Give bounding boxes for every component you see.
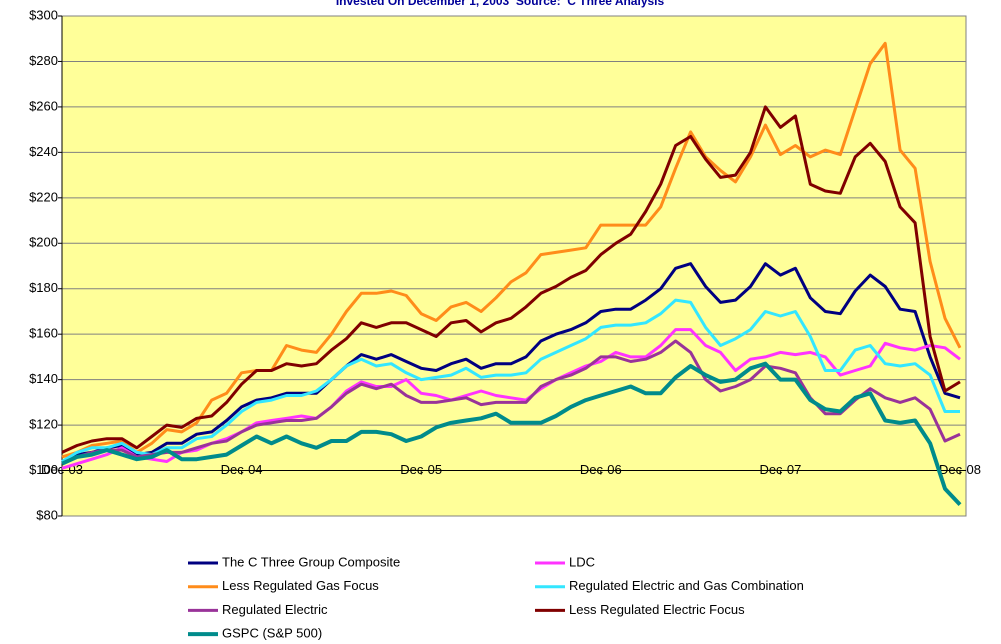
legend-label: Regulated Electric [222, 602, 328, 617]
x-tick-label: Dec-04 [221, 462, 263, 477]
y-tick-label: $120 [29, 417, 58, 432]
plot-area [61, 15, 967, 517]
legend-label: LDC [569, 554, 595, 569]
y-tick-label: $260 [29, 98, 58, 113]
y-tick-label: $300 [29, 7, 58, 22]
legend-label: GSPC (S&P 500) [222, 626, 322, 641]
y-tick-label: $100 [29, 462, 58, 477]
x-tick-label: Dec-06 [580, 462, 622, 477]
y-tick-label: $180 [29, 280, 58, 295]
chart-title: Invested On December 1, 2003 Source: C T… [336, 0, 665, 8]
y-tick-label: $240 [29, 144, 58, 159]
series-line [61, 361, 962, 506]
x-tick-label: Dec-08 [939, 462, 981, 477]
legend-label: Less Regulated Gas Focus [222, 578, 379, 593]
series-line [61, 262, 961, 463]
y-tick-label: $200 [29, 235, 58, 250]
y-tick-label: $80 [36, 507, 58, 522]
series-line [61, 105, 961, 454]
y-tick-label: $280 [29, 53, 58, 68]
y-tick-label: $220 [29, 189, 58, 204]
series-line [61, 298, 960, 463]
x-tick-label: Dec-05 [400, 462, 442, 477]
y-tick-label: $160 [29, 326, 58, 341]
legend-label: The C Three Group Composite [222, 554, 400, 569]
x-tick-label: Dec-07 [759, 462, 801, 477]
legend-label: Less Regulated Electric Focus [569, 602, 745, 617]
series-line [61, 41, 962, 459]
legend-label: Regulated Electric and Gas Combination [569, 578, 804, 593]
y-tick-label: $140 [29, 371, 58, 386]
